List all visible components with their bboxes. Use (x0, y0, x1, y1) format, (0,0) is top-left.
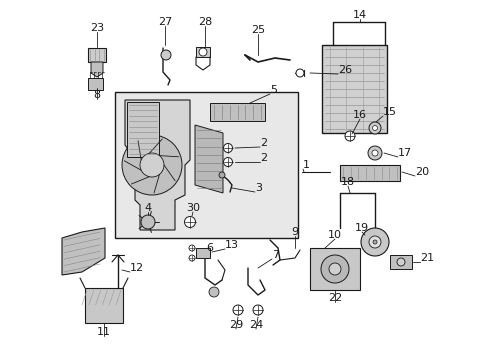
Text: 20: 20 (414, 167, 428, 177)
Text: 14: 14 (352, 10, 366, 20)
Circle shape (368, 122, 380, 134)
Bar (196, 47, 209, 57)
Circle shape (189, 255, 195, 261)
Circle shape (396, 258, 404, 266)
Text: 21: 21 (419, 253, 433, 263)
Circle shape (208, 287, 219, 297)
Circle shape (161, 50, 171, 60)
Circle shape (328, 263, 340, 275)
Bar (85, 288, 123, 323)
Circle shape (295, 69, 304, 77)
Bar (196, 248, 209, 258)
Circle shape (368, 236, 380, 248)
Circle shape (223, 158, 232, 166)
Bar (389, 255, 411, 269)
Text: 27: 27 (158, 17, 172, 27)
Text: 23: 23 (90, 23, 104, 33)
Bar (115, 92, 297, 238)
Text: 2: 2 (260, 138, 266, 148)
Text: 2: 2 (260, 153, 266, 163)
Text: 8: 8 (93, 90, 101, 100)
Text: 15: 15 (382, 107, 396, 117)
Polygon shape (195, 125, 223, 193)
Circle shape (371, 150, 377, 156)
Polygon shape (62, 228, 105, 275)
Circle shape (199, 48, 206, 56)
Text: 5: 5 (269, 85, 276, 95)
Bar (88, 48, 106, 62)
Bar (321, 45, 386, 133)
Text: 25: 25 (250, 25, 264, 35)
Text: 3: 3 (254, 183, 262, 193)
Circle shape (122, 135, 182, 195)
Circle shape (141, 215, 155, 229)
Text: 24: 24 (248, 320, 263, 330)
Circle shape (367, 146, 381, 160)
Text: 17: 17 (397, 148, 411, 158)
Text: 12: 12 (130, 263, 144, 273)
Circle shape (252, 305, 263, 315)
Circle shape (232, 305, 243, 315)
Text: 1: 1 (303, 160, 309, 170)
Circle shape (360, 228, 388, 256)
Text: 22: 22 (327, 293, 342, 303)
Text: 30: 30 (185, 203, 200, 213)
Circle shape (219, 172, 224, 178)
Text: 18: 18 (340, 177, 354, 187)
Text: 26: 26 (337, 65, 351, 75)
Bar (127, 102, 159, 157)
Bar (309, 248, 359, 290)
Text: 6: 6 (206, 243, 213, 253)
Text: 11: 11 (97, 327, 111, 337)
Text: 19: 19 (354, 223, 368, 233)
Circle shape (372, 126, 377, 131)
Text: 16: 16 (352, 110, 366, 120)
Text: 4: 4 (144, 203, 151, 213)
Bar (209, 103, 264, 121)
Polygon shape (91, 62, 103, 77)
Text: 13: 13 (224, 240, 239, 250)
Text: 10: 10 (327, 230, 341, 240)
Polygon shape (88, 78, 103, 90)
Text: 29: 29 (228, 320, 243, 330)
Text: 9: 9 (291, 227, 298, 237)
Bar (339, 165, 399, 181)
Text: 28: 28 (198, 17, 212, 27)
Circle shape (189, 245, 195, 251)
Text: 7: 7 (271, 250, 279, 260)
Circle shape (345, 131, 354, 141)
Circle shape (140, 153, 163, 177)
Circle shape (320, 255, 348, 283)
Circle shape (184, 216, 195, 228)
Circle shape (372, 240, 376, 244)
Circle shape (223, 144, 232, 153)
Polygon shape (125, 100, 190, 230)
